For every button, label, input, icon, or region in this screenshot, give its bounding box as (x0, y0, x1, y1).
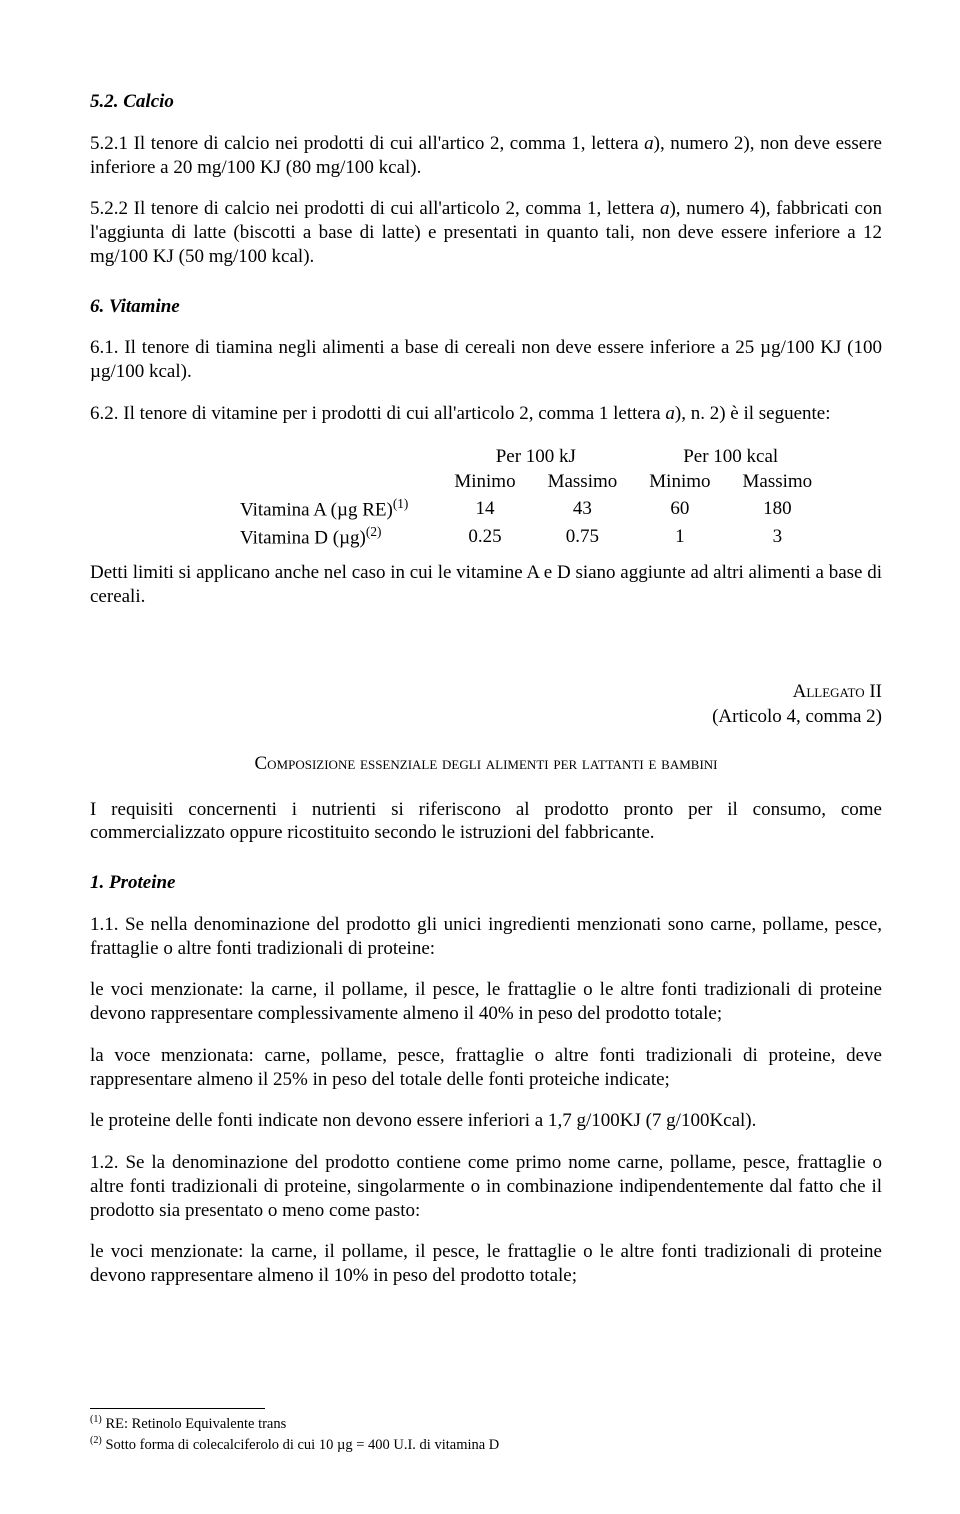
para-1-1a: 1.1. Se nella denominazione del prodotto… (90, 913, 882, 961)
annex-subtitle: (Articolo 4, comma 2) (712, 706, 882, 727)
th-max: Massimo (727, 469, 829, 495)
text: Vitamina D (µg) (240, 527, 366, 548)
heading-proteine: 1. Proteine (90, 872, 176, 893)
row-vitamina-d-label: Vitamina D (µg)(2) (240, 523, 438, 551)
para-6-2: 6.2. Il tenore di vitamine per i prodott… (90, 402, 882, 426)
footnote-ref-2: (2) (366, 524, 382, 539)
text: 5.2.1 Il tenore di calcio nei prodotti d… (90, 133, 644, 154)
cell: 0.75 (532, 523, 634, 551)
cell: 180 (727, 495, 829, 523)
composizione-heading: Composizione essenziale degli alimenti p… (254, 753, 717, 774)
text-italic-a: a (665, 403, 675, 424)
text: Sotto forma di colecalciferolo di cui 10… (102, 1436, 499, 1452)
footnote-2: (2) Sotto forma di colecalciferolo di cu… (90, 1434, 882, 1455)
th-per-100-kcal: Per 100 kcal (633, 444, 828, 470)
para-5-2-2: 5.2.2 Il tenore di calcio nei prodotti d… (90, 197, 882, 268)
para-1-1c: la voce menzionata: carne, pollame, pesc… (90, 1044, 882, 1092)
th-min: Minimo (438, 469, 531, 495)
para-1-2b: le voci menzionate: la carne, il pollame… (90, 1240, 882, 1288)
cell: 1 (633, 523, 726, 551)
cell: 3 (727, 523, 829, 551)
footnote-1: (1) RE: Retinolo Equivalente trans (90, 1413, 882, 1434)
cell: 14 (438, 495, 531, 523)
th-max: Massimo (532, 469, 634, 495)
text: RE: Retinolo Equivalente trans (102, 1416, 286, 1432)
text: Vitamina A (µg RE) (240, 499, 393, 520)
annex-title: Allegato (793, 681, 865, 702)
cell: 43 (532, 495, 634, 523)
heading-vitamine: 6. Vitamine (90, 296, 180, 317)
para-1-2a: 1.2. Se la denominazione del prodotto co… (90, 1151, 882, 1222)
th-min: Minimo (633, 469, 726, 495)
text-italic-a: a (644, 133, 654, 154)
para-5-2-1: 5.2.1 Il tenore di calcio nei prodotti d… (90, 132, 882, 180)
para-1-1b: le voci menzionate: la carne, il pollame… (90, 978, 882, 1026)
para-6-1: 6.1. Il tenore di tiamina negli alimenti… (90, 336, 882, 384)
text: 6.2. Il tenore di vitamine per i prodott… (90, 403, 665, 424)
th-per-100-kj: Per 100 kJ (438, 444, 633, 470)
text: ), n. 2) è il seguente: (675, 403, 831, 424)
annex-heading: Allegato II (Articolo 4, comma 2) (90, 679, 882, 730)
annex-title-num: II (865, 681, 882, 702)
para-limits: Detti limiti si applicano anche nel caso… (90, 561, 882, 609)
row-vitamina-a-label: Vitamina A (µg RE)(1) (240, 495, 438, 523)
text: 5.2.2 Il tenore di calcio nei prodotti d… (90, 198, 660, 219)
cell: 60 (633, 495, 726, 523)
para-1-1d: le proteine delle fonti indicate non dev… (90, 1109, 882, 1133)
heading-calcio: 5.2. Calcio (90, 91, 174, 112)
footnote-marker-1: (1) (90, 1414, 102, 1425)
annex-intro: I requisiti concernenti i nutrienti si r… (90, 798, 882, 846)
footnote-marker-2: (2) (90, 1435, 102, 1446)
vitamine-table: Per 100 kJ Per 100 kcal Minimo Massimo M… (240, 444, 828, 552)
cell: 0.25 (438, 523, 531, 551)
footnote-ref-1: (1) (393, 496, 409, 511)
footnote-rule (90, 1408, 265, 1409)
